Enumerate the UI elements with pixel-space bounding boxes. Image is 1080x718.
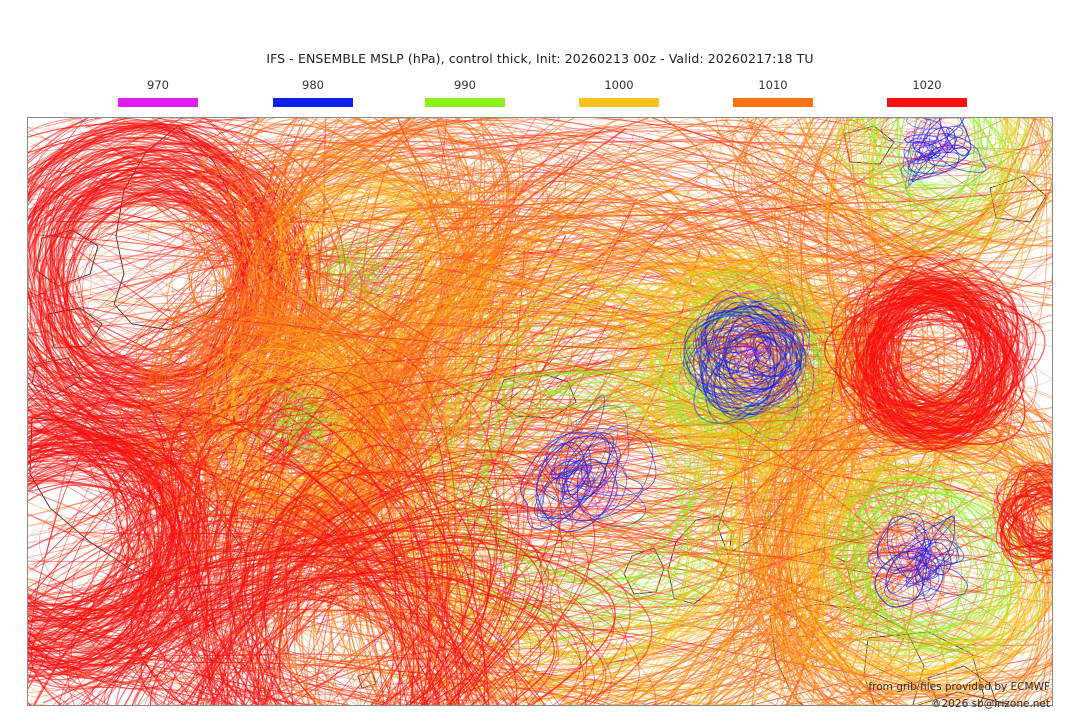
legend-swatch-990 [425, 98, 505, 107]
map-panel[interactable] [27, 117, 1053, 706]
legend-item-980[interactable]: 980 [233, 78, 393, 107]
legend-swatch-980 [273, 98, 353, 107]
pressure-legend: 970 980 990 1000 1010 1020 [0, 78, 1080, 110]
legend-swatch-1020 [887, 98, 967, 107]
legend-label-990: 990 [385, 78, 545, 92]
legend-item-970[interactable]: 970 [78, 78, 238, 107]
legend-label-970: 970 [78, 78, 238, 92]
legend-swatch-1010 [733, 98, 813, 107]
legend-label-1010: 1010 [693, 78, 853, 92]
legend-label-1000: 1000 [539, 78, 699, 92]
contour-layer [28, 118, 1052, 705]
legend-item-1000[interactable]: 1000 [539, 78, 699, 107]
legend-item-990[interactable]: 990 [385, 78, 545, 107]
page-title: IFS - ENSEMBLE MSLP (hPa), control thick… [0, 51, 1080, 66]
legend-swatch-1000 [579, 98, 659, 107]
legend-item-1010[interactable]: 1010 [693, 78, 853, 107]
legend-label-980: 980 [233, 78, 393, 92]
legend-label-1020: 1020 [847, 78, 1007, 92]
legend-item-1020[interactable]: 1020 [847, 78, 1007, 107]
ensemble-contour-plot [28, 118, 1052, 705]
legend-swatch-970 [118, 98, 198, 107]
